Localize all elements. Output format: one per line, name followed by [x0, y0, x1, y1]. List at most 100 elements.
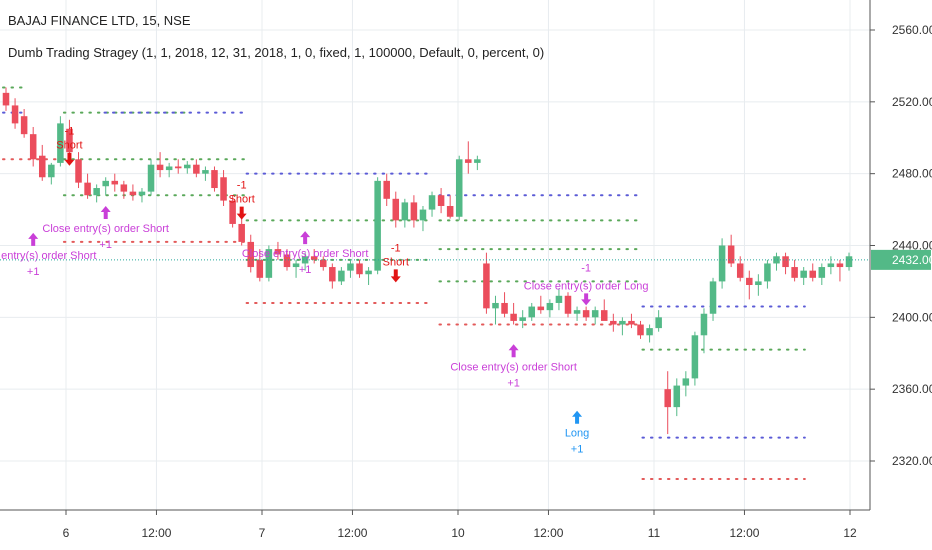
- close-signal[interactable]: Close entry(s) order Short +1: [450, 344, 577, 389]
- candle: [310, 249, 318, 264]
- candle: [338, 267, 345, 286]
- candle-body: [165, 166, 173, 171]
- candle-body: [619, 320, 626, 325]
- candle: [755, 274, 762, 296]
- close-qty: +1: [507, 377, 520, 389]
- candle: [365, 267, 372, 286]
- candle: [220, 170, 227, 206]
- candle-body: [736, 263, 744, 278]
- candle-body: [727, 245, 735, 264]
- short-arrow-icon: [64, 152, 75, 166]
- candle: [528, 302, 536, 321]
- study-label[interactable]: Dumb Trading Stragey (1, 1, 2018, 12, 31…: [8, 45, 545, 60]
- candle-body: [510, 313, 517, 321]
- short-qty: -1: [65, 126, 75, 138]
- candle-body: [410, 202, 418, 221]
- candle-body: [791, 267, 798, 278]
- candle: [555, 288, 563, 311]
- candle: [664, 371, 671, 435]
- close-signal[interactable]: -1 Close entry(s) order Long: [524, 262, 649, 306]
- candle: [383, 173, 390, 206]
- candle-body: [247, 241, 255, 268]
- candle: [437, 188, 445, 214]
- x-tick-label: 12:00: [729, 526, 759, 540]
- candle-body: [229, 200, 236, 224]
- candle: [628, 313, 635, 329]
- short-label: Short: [229, 194, 255, 206]
- candle: [57, 116, 64, 167]
- short-signal[interactable]: -1 Short: [383, 242, 409, 283]
- close-signal[interactable]: Close entry(s) order Short +1: [242, 231, 369, 276]
- candle-body: [528, 306, 536, 318]
- candle-body: [120, 184, 128, 192]
- candle-body: [746, 277, 753, 286]
- candle: [818, 263, 826, 286]
- candle-body: [637, 324, 644, 336]
- short-arrow-icon: [390, 269, 401, 283]
- candle: [655, 310, 662, 332]
- candle: [736, 256, 744, 282]
- candle: [329, 263, 336, 289]
- candle-body: [93, 188, 100, 196]
- close-signal[interactable]: Close entry(s) order Short +1: [0, 232, 96, 278]
- candle-body: [310, 256, 318, 260]
- candle-body: [755, 281, 762, 286]
- short-signal[interactable]: -1 Short: [229, 180, 255, 220]
- candle-body: [591, 310, 599, 318]
- candle: [573, 306, 581, 321]
- candle-body: [84, 182, 91, 196]
- candle-body: [319, 259, 327, 268]
- close-signal[interactable]: Close entry(s) order Short +1: [42, 205, 169, 251]
- candle: [93, 184, 100, 203]
- candle-body: [102, 180, 109, 187]
- candle-body: [401, 202, 409, 221]
- candle-body: [836, 263, 844, 268]
- candle-body: [374, 180, 381, 271]
- long-qty: +1: [571, 444, 584, 456]
- candle: [746, 270, 753, 300]
- candle-body: [147, 164, 155, 192]
- candle-body: [193, 164, 200, 174]
- candle-body: [211, 170, 218, 189]
- candle-body: [365, 270, 372, 275]
- candle-body: [628, 320, 635, 325]
- candle-body: [827, 263, 835, 268]
- symbol-title[interactable]: BAJAJ FINANCE LTD, 15, NSE: [8, 13, 191, 28]
- candle: [546, 299, 554, 318]
- candle-body: [202, 170, 209, 174]
- candle: [147, 159, 155, 196]
- strategy-levels: [2, 86, 806, 480]
- candle-body: [174, 166, 182, 169]
- short-signal[interactable]: -1 Short: [56, 126, 83, 166]
- candle: [274, 241, 282, 260]
- grid-lines: [0, 0, 870, 510]
- close-qty: +1: [27, 266, 40, 278]
- candle-body: [75, 159, 82, 183]
- candle: [283, 249, 291, 271]
- time-axis[interactable]: 6 12:00 7 12:00 10 12:00 11 12:00 12: [0, 509, 870, 540]
- candle: [773, 252, 780, 271]
- short-label: Short: [56, 140, 82, 152]
- candle-body: [57, 123, 64, 163]
- candle-body: [773, 256, 780, 264]
- price-axis[interactable]: 2320.00 2360.00 2400.00 2440.00 2480.00 2520.…: [869, 0, 932, 510]
- candle-body: [474, 159, 481, 163]
- y-tick-label: 2560.00: [892, 23, 932, 37]
- candle: [483, 252, 490, 314]
- candle: [691, 331, 699, 386]
- last-price-line: 2432.00: [0, 249, 932, 270]
- candle-body: [329, 267, 336, 282]
- close-arrow-icon: [581, 293, 592, 306]
- candle-body: [818, 267, 826, 278]
- long-signal[interactable]: Long +1: [565, 410, 589, 456]
- candle-body: [691, 335, 699, 379]
- y-tick-label: 2520.00: [892, 95, 932, 109]
- candle-body: [419, 209, 427, 221]
- candle: [301, 252, 309, 271]
- candle: [827, 256, 835, 275]
- close-qty: -1: [581, 262, 591, 274]
- close-arrow-icon: [100, 205, 111, 219]
- candle: [319, 256, 327, 271]
- close-arrow-icon: [508, 344, 519, 358]
